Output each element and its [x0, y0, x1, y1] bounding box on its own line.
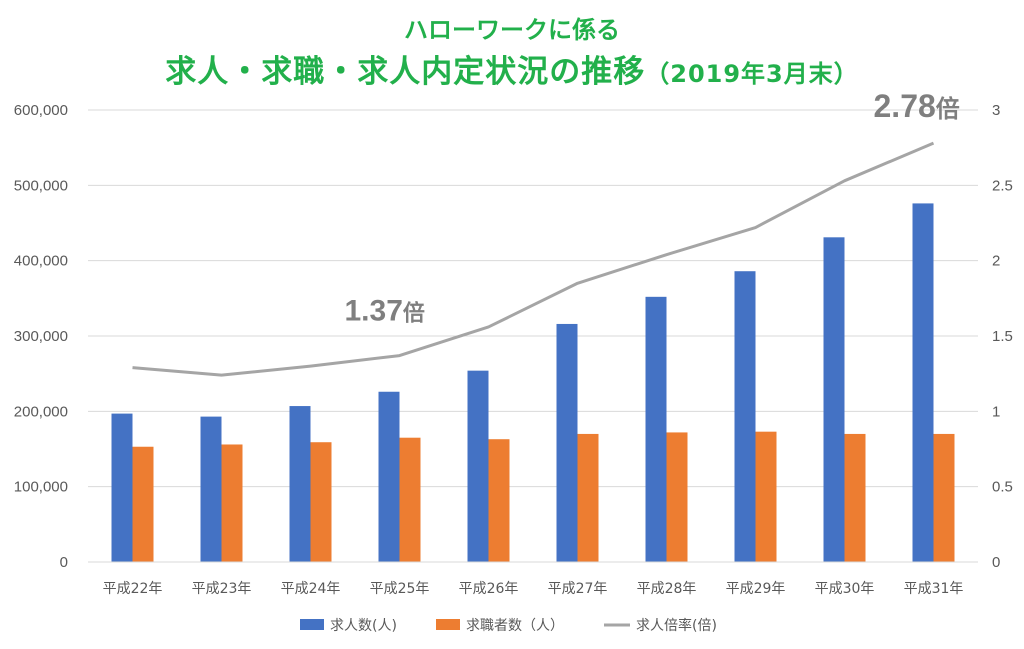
x-tick-label: 平成28年 — [637, 581, 697, 597]
y-right-tick-label: 2.5 — [992, 177, 1013, 194]
legend-swatch — [436, 619, 460, 630]
legend-label: 求職者数（人） — [466, 618, 564, 634]
ratio-annotation-value: 1.37 — [345, 295, 403, 328]
ratio-annotation: 2.78倍 — [874, 88, 960, 124]
x-tick-label: 平成27年 — [548, 581, 608, 597]
legend-label: 求人倍率(倍) — [636, 617, 717, 634]
x-tick-label: 平成23年 — [192, 581, 252, 597]
bar-jobs — [734, 271, 756, 562]
y-left-tick-label: 0 — [60, 554, 68, 571]
right-axis-ticks: 0 0.5 1 1.5 2 2.5 3 — [992, 102, 1013, 571]
y-right-tick-label: 0.5 — [992, 479, 1013, 496]
bar-seekers — [755, 431, 777, 562]
chart-title-line1: ハローワークに係る — [404, 16, 620, 44]
legend-swatch — [300, 619, 324, 630]
y-right-tick-label: 1.5 — [992, 328, 1013, 345]
legend-label: 求人数(人) — [330, 618, 397, 634]
y-left-tick-label: 200,000 — [14, 403, 68, 420]
ratio-annotation: 1.37倍 — [345, 295, 425, 328]
bar-seekers — [577, 433, 599, 562]
y-left-tick-label: 500,000 — [14, 177, 68, 194]
bar-jobs — [645, 296, 667, 562]
bar-jobs — [912, 203, 934, 562]
y-right-tick-label: 1 — [992, 403, 1000, 420]
bars — [111, 203, 955, 562]
bar-jobs — [289, 406, 311, 562]
y-left-tick-label: 400,000 — [14, 253, 68, 270]
ratio-line-path — [132, 141, 935, 377]
ratio-annotation-unit: 倍 — [403, 301, 425, 326]
x-tick-label: 平成22年 — [103, 581, 163, 597]
y-right-tick-label: 3 — [992, 102, 1000, 119]
bar-jobs — [467, 370, 489, 562]
bar-jobs — [111, 413, 133, 562]
ratio-line — [132, 141, 935, 377]
bar-jobs — [378, 391, 400, 562]
chart-title-line2: 求人・求職・求人内定状況の推移（2019年3月末） — [0, 46, 1024, 91]
legend: 求人数(人) 求職者数（人） 求人倍率(倍) — [300, 617, 717, 634]
x-tick-label: 平成29年 — [726, 581, 786, 597]
x-tick-label: 平成31年 — [904, 581, 964, 597]
bar-seekers — [399, 437, 421, 562]
bar-seekers — [933, 433, 955, 562]
bar-seekers — [488, 439, 510, 562]
bar-seekers — [666, 432, 688, 562]
bar-seekers — [844, 433, 866, 562]
bar-seekers — [221, 444, 243, 562]
chart-title-main: 求人・求職・求人内定状況の推移 — [165, 54, 646, 90]
x-tick-label: 平成25年 — [370, 581, 430, 597]
ratio-annotation-value: 2.78 — [874, 88, 936, 124]
bar-seekers — [310, 442, 332, 562]
x-tick-label: 平成30年 — [815, 581, 875, 597]
bar-jobs — [200, 416, 222, 562]
bar-jobs — [823, 237, 845, 562]
y-left-tick-label: 100,000 — [14, 479, 68, 496]
ratio-annotation-unit: 倍 — [936, 95, 960, 123]
x-axis-ticks: 平成22年 平成23年 平成24年 平成25年 平成26年 平成27年 平成28年 平成29年… — [103, 581, 964, 597]
chart-title-date: （2019年3月末） — [645, 60, 859, 88]
x-tick-label: 平成24年 — [281, 581, 341, 597]
y-left-tick-label: 600,000 — [14, 102, 68, 119]
y-left-tick-label: 300,000 — [14, 328, 68, 345]
y-right-tick-label: 0 — [992, 554, 1000, 571]
x-tick-label: 平成26年 — [459, 581, 519, 597]
bar-jobs — [556, 323, 578, 562]
bar-seekers — [132, 446, 154, 562]
y-right-tick-label: 2 — [992, 253, 1000, 270]
left-axis-ticks: 0 100,000 200,000 300,000 400,000 500,000 600,… — [14, 102, 68, 571]
